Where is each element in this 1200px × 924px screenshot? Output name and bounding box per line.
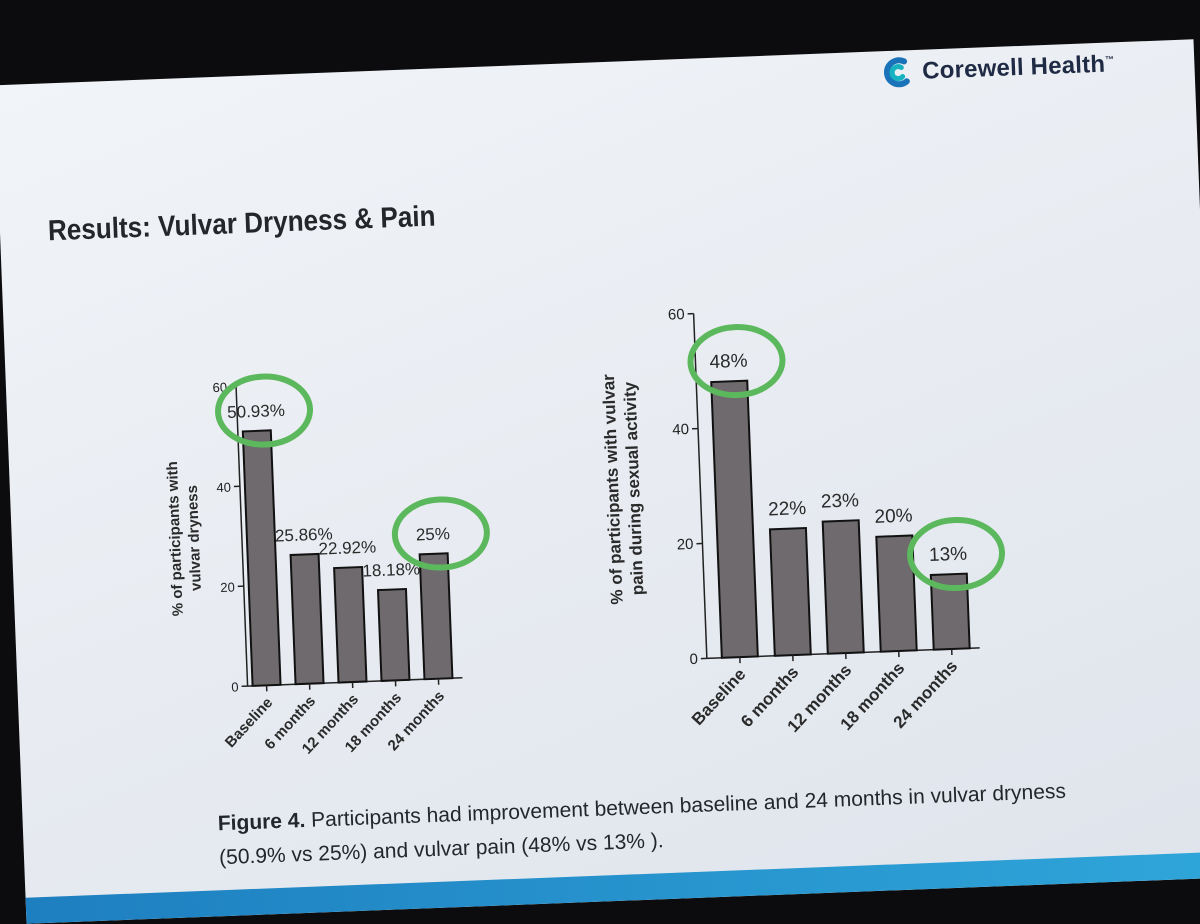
- bar-12-months: [334, 567, 366, 683]
- y-tick-label: 40: [216, 480, 231, 496]
- slide-footer-bar: [26, 852, 1200, 924]
- data-label: 25%: [416, 524, 451, 544]
- y-axis-label-line: vulvar dryness: [184, 485, 205, 591]
- y-tick-label: 40: [672, 421, 689, 439]
- y-axis-label-line: % of participants with: [164, 461, 187, 617]
- y-tick-label: 20: [220, 579, 235, 595]
- bar-6-months: [770, 528, 811, 656]
- data-label: 22%: [768, 498, 807, 520]
- data-label: 20%: [874, 505, 913, 527]
- y-tick-label: 0: [231, 679, 239, 694]
- bar-24-months: [420, 553, 453, 679]
- data-label: 22.92%: [318, 537, 376, 558]
- bar-12-months: [823, 520, 864, 654]
- bar-18-months: [378, 589, 409, 681]
- figure-label: Figure 4.: [217, 809, 305, 835]
- corewell-health-logo: Corewell Health™: [882, 47, 1115, 90]
- figure-caption-text: Participants had improvement between bas…: [219, 780, 1067, 870]
- y-axis-line: [694, 314, 707, 659]
- brand-name: Corewell Health™: [922, 50, 1115, 85]
- bar-6-months: [291, 554, 324, 684]
- bar-baseline: [711, 381, 758, 658]
- brand-trademark: ™: [1105, 54, 1115, 64]
- bar-baseline: [243, 430, 281, 686]
- presentation-slide: Corewell Health™ Results: Vulvar Dryness…: [0, 39, 1200, 923]
- y-tick-label: 60: [668, 306, 685, 324]
- corewell-logo-icon: [882, 55, 913, 90]
- data-label: 13%: [929, 544, 968, 566]
- y-tick-label: 0: [689, 651, 698, 668]
- data-label: 48%: [709, 351, 748, 373]
- y-tick-label: 20: [676, 536, 693, 554]
- data-label: 50.93%: [227, 401, 285, 422]
- data-label: 23%: [821, 490, 860, 512]
- slide-title: Results: Vulvar Dryness & Pain: [47, 201, 436, 249]
